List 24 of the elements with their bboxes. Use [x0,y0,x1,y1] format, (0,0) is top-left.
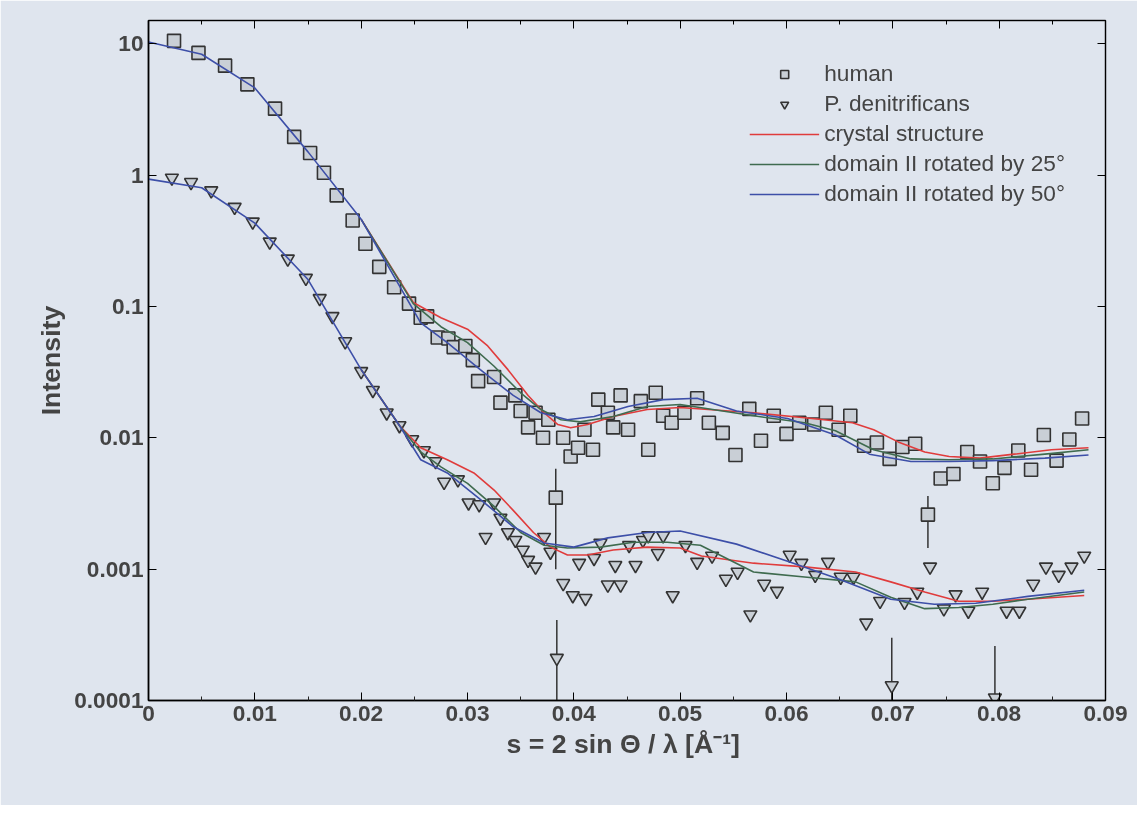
x-tick-label: 0.03 [445,699,490,726]
x-tick-label: 0.02 [339,699,384,726]
legend-label: P. denitrificans [824,90,970,117]
x-tick-label: 0.08 [977,699,1022,726]
y-tick-label: 10 [118,30,144,57]
legend-label: crystal structure [824,120,985,147]
y-axis-title: Intensity [36,305,67,416]
x-tick-label: 0.09 [1083,699,1128,726]
x-axis-title: s = 2 sin Θ / λ [Å⁻¹] [506,728,741,759]
x-tick-label: 0 [142,699,155,726]
x-tick-label: 0.04 [551,699,597,726]
y-tick-label: 1 [130,161,144,188]
x-tick-label: 0.06 [764,699,809,726]
x-tick-label: 0.01 [232,699,277,726]
y-tick-label: 0.001 [86,555,144,582]
legend-label: domain II rotated by 25° [824,150,1065,177]
y-tick-label: 0.01 [99,424,144,451]
legend-label: domain II rotated by 50° [824,180,1065,207]
legend-label: human [824,60,894,87]
x-tick-label: 0.05 [658,699,703,726]
y-tick-label: 0.0001 [74,687,144,713]
y-tick-label: 0.1 [112,292,144,319]
x-tick-label: 0.07 [870,699,915,726]
line-series [148,41,1090,463]
